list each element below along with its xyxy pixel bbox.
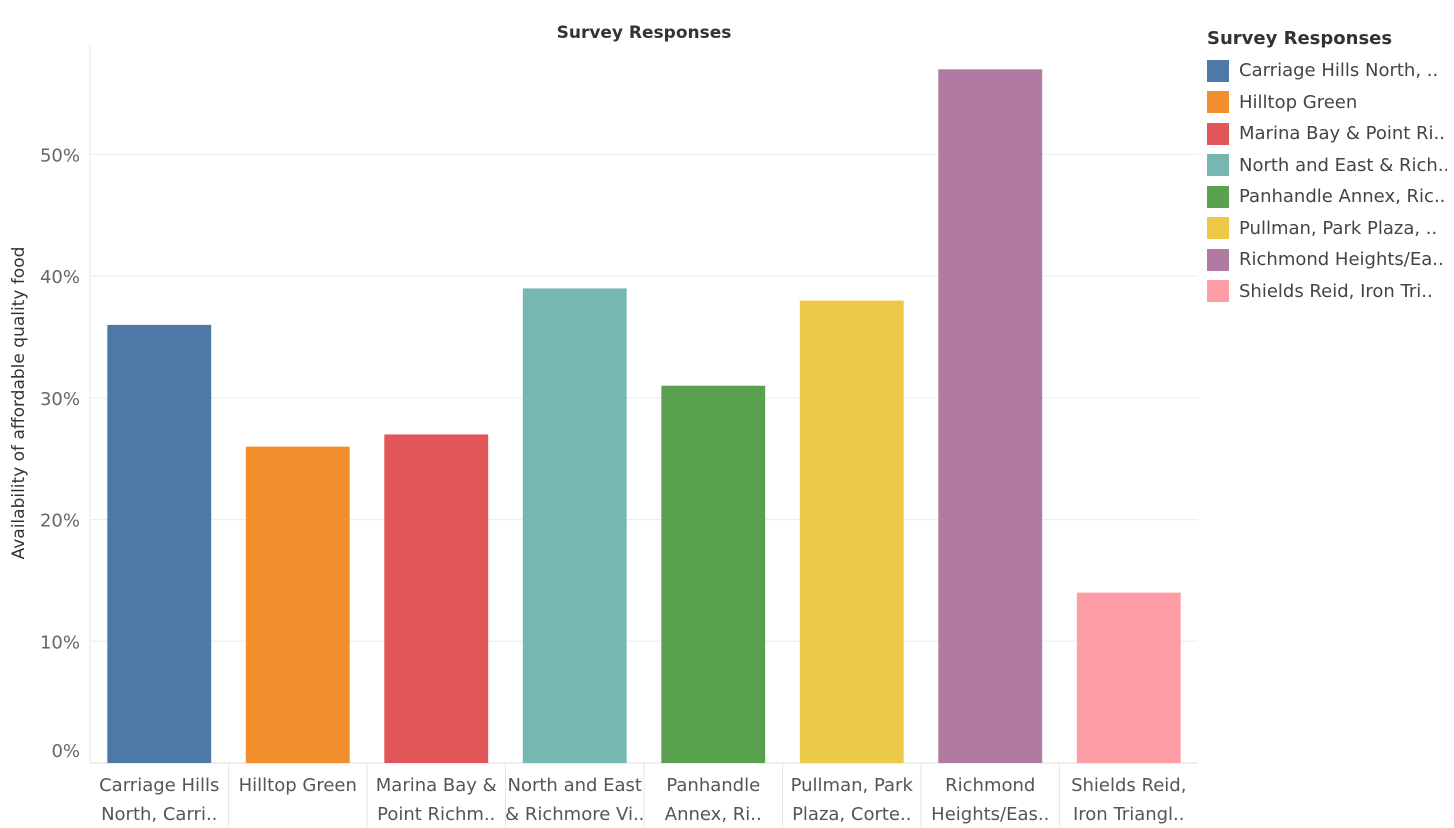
y-axis-label: Availability of affordable quality food: [9, 247, 29, 560]
legend-item[interactable]: Richmond Heights/Ea..: [1207, 244, 1447, 276]
legend-label: Panhandle Annex, Ric..: [1239, 186, 1446, 208]
x-category-label: Carriage Hills: [99, 775, 219, 796]
x-category-label: Annex, Ri..: [665, 804, 762, 825]
legend-swatch: [1207, 122, 1229, 145]
x-category-label: Heights/Eas..: [931, 804, 1049, 825]
x-category-label: Plaza, Corte..: [792, 804, 911, 825]
bar: [938, 69, 1043, 763]
legend-items: Carriage Hills North, .. Hilltop Green Mar…: [1207, 55, 1447, 307]
bar: [1076, 592, 1181, 763]
bar: [661, 385, 766, 763]
legend-swatch: [1207, 154, 1229, 177]
bar: [245, 446, 350, 763]
legend-title: Survey Responses: [1207, 28, 1393, 49]
legend-item[interactable]: Shields Reid, Iron Tri..: [1207, 276, 1447, 308]
x-category-label: Richmond: [945, 775, 1035, 796]
y-axis-ticks: 0% 10% 20% 30% 40% 50%: [40, 146, 80, 762]
legend-swatch: [1207, 185, 1229, 208]
chart-title: Survey Responses: [557, 23, 732, 43]
legend-label: Carriage Hills North, ..: [1239, 60, 1439, 82]
legend-swatch: [1207, 91, 1229, 114]
legend-label: Shields Reid, Iron Tri..: [1239, 280, 1433, 302]
legend-label: North and East & Rich..: [1239, 154, 1447, 176]
bar: [107, 324, 212, 763]
x-category-label: Shields Reid,: [1071, 775, 1186, 796]
x-category-label: Marina Bay &: [376, 775, 497, 796]
x-category-label: Panhandle: [666, 775, 760, 796]
y-tick-label: 10%: [40, 632, 80, 653]
legend: Survey Responses Carriage Hills North, .…: [1207, 28, 1447, 307]
bar: [522, 288, 627, 763]
x-axis-categories: Carriage Hills North, Carri.. Hilltop Gree…: [99, 775, 1186, 825]
legend-label: Richmond Heights/Ea..: [1239, 249, 1444, 271]
legend-item[interactable]: Carriage Hills North, ..: [1207, 55, 1447, 87]
legend-item[interactable]: North and East & Rich..: [1207, 150, 1447, 182]
bars: [107, 69, 1181, 763]
x-category-label: Iron Triangl..: [1073, 804, 1185, 825]
x-category-label: Point Richm..: [377, 804, 495, 825]
legend-item[interactable]: Marina Bay & Point Ri..: [1207, 118, 1447, 150]
legend-label: Marina Bay & Point Ri..: [1239, 123, 1445, 145]
legend-swatch: [1207, 217, 1229, 240]
legend-item[interactable]: Hilltop Green: [1207, 87, 1447, 119]
x-category-label: North and East: [508, 775, 643, 796]
bar: [799, 300, 904, 763]
legend-swatch: [1207, 280, 1229, 303]
legend-label: Hilltop Green: [1239, 91, 1358, 113]
bar: [384, 434, 489, 763]
legend-swatch: [1207, 248, 1229, 271]
legend-item[interactable]: Panhandle Annex, Ric..: [1207, 181, 1447, 213]
x-category-label: & Richmore Vi..: [505, 804, 644, 825]
y-tick-label: 40%: [40, 267, 80, 288]
legend-swatch: [1207, 59, 1229, 82]
y-tick-label: 20%: [40, 511, 80, 532]
x-category-label: Pullman, Park: [791, 775, 914, 796]
x-category-label: North, Carri..: [101, 804, 217, 825]
legend-label: Pullman, Park Plaza, ..: [1239, 217, 1438, 239]
y-tick-label: 0%: [51, 741, 80, 762]
legend-item[interactable]: Pullman, Park Plaza, ..: [1207, 213, 1447, 245]
y-tick-label: 50%: [40, 146, 80, 167]
y-tick-label: 30%: [40, 389, 80, 410]
x-category-label: Hilltop Green: [239, 775, 357, 796]
